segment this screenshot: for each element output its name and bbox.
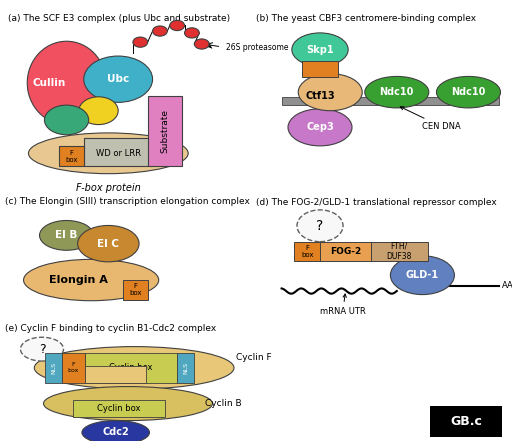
Circle shape <box>20 337 63 361</box>
Text: El B: El B <box>55 230 78 240</box>
Text: Skp1: Skp1 <box>306 45 334 55</box>
Text: Ctf13: Ctf13 <box>305 91 335 101</box>
Text: Ndc10: Ndc10 <box>379 87 414 97</box>
Bar <box>294 242 320 261</box>
Text: F
box: F box <box>65 149 78 163</box>
Text: GLD-1: GLD-1 <box>406 270 439 280</box>
Bar <box>62 352 85 383</box>
Ellipse shape <box>292 33 348 66</box>
Text: Cyclin box: Cyclin box <box>110 363 153 372</box>
Ellipse shape <box>170 20 184 30</box>
Ellipse shape <box>133 37 147 47</box>
FancyBboxPatch shape <box>73 400 165 417</box>
Text: Cullin: Cullin <box>33 78 66 88</box>
Bar <box>84 138 153 166</box>
Ellipse shape <box>436 76 501 108</box>
Text: Cdc2: Cdc2 <box>102 427 129 437</box>
Ellipse shape <box>82 421 150 441</box>
Text: ?: ? <box>39 343 45 355</box>
Text: (e) Cyclin F binding to cyclin B1-Cdc2 complex: (e) Cyclin F binding to cyclin B1-Cdc2 c… <box>5 324 217 333</box>
Ellipse shape <box>27 41 106 124</box>
Text: Ub: Ub <box>155 29 165 34</box>
Ellipse shape <box>153 26 167 36</box>
Text: WD or LRR: WD or LRR <box>96 149 141 158</box>
Bar <box>282 97 499 105</box>
Text: Cyclin B: Cyclin B <box>205 399 242 408</box>
Text: (d) The FOG-2/GLD-1 translational repressor complex: (d) The FOG-2/GLD-1 translational repres… <box>256 198 497 206</box>
Text: NLS: NLS <box>51 362 56 374</box>
Text: Ub: Ub <box>197 41 206 46</box>
Text: El C: El C <box>97 239 119 249</box>
Text: Ub: Ub <box>173 23 182 28</box>
Bar <box>177 352 194 383</box>
Text: Skp1: Skp1 <box>54 116 79 124</box>
Ellipse shape <box>365 76 429 108</box>
Text: F box: F box <box>310 64 330 74</box>
Text: 26S proteasome: 26S proteasome <box>226 43 289 52</box>
Text: CEN DNA: CEN DNA <box>400 107 461 131</box>
Text: Substrate: Substrate <box>160 109 169 153</box>
Text: Cep3: Cep3 <box>306 122 334 132</box>
Bar <box>147 96 182 166</box>
Ellipse shape <box>390 256 455 295</box>
Ellipse shape <box>34 347 234 389</box>
Text: (a) The SCF E3 complex (plus Ubc and substrate): (a) The SCF E3 complex (plus Ubc and sub… <box>8 15 230 23</box>
Text: Cyclin F: Cyclin F <box>236 353 271 362</box>
Text: mRNA UTR: mRNA UTR <box>320 294 366 316</box>
Bar <box>85 366 146 383</box>
Text: F
box: F box <box>301 245 313 258</box>
Ellipse shape <box>39 220 94 250</box>
Text: NLS: NLS <box>183 362 188 374</box>
Text: CRS: CRS <box>105 370 126 380</box>
Text: (c) The Elongin (SIII) transcription elongation complex: (c) The Elongin (SIII) transcription elo… <box>5 197 250 206</box>
Text: F
box: F box <box>129 284 142 296</box>
Ellipse shape <box>298 74 362 111</box>
Text: FOG-2: FOG-2 <box>330 247 361 256</box>
Text: Elongin A: Elongin A <box>50 275 108 285</box>
Ellipse shape <box>195 39 209 49</box>
Text: (b) The yeast CBF3 centromere-binding complex: (b) The yeast CBF3 centromere-binding co… <box>256 15 476 23</box>
Text: F
box: F box <box>68 363 79 373</box>
Text: Ubc: Ubc <box>107 74 130 84</box>
Text: Ub: Ub <box>136 40 145 45</box>
Ellipse shape <box>24 259 159 301</box>
Text: F-box protein: F-box protein <box>76 183 141 194</box>
Bar <box>302 61 338 77</box>
Ellipse shape <box>44 387 212 421</box>
Bar <box>371 242 428 261</box>
Text: Ub: Ub <box>187 30 197 35</box>
Ellipse shape <box>84 56 153 102</box>
Text: FTH/
DUF38: FTH/ DUF38 <box>387 242 412 261</box>
Text: GB.c: GB.c <box>450 415 482 428</box>
Text: AAAAAAA: AAAAAAA <box>502 281 512 290</box>
Ellipse shape <box>45 105 89 135</box>
Ellipse shape <box>184 28 199 38</box>
Text: Cyclin box: Cyclin box <box>97 404 140 413</box>
Bar <box>45 352 62 383</box>
Ellipse shape <box>29 133 188 174</box>
Text: Ndc10: Ndc10 <box>451 87 486 97</box>
Ellipse shape <box>79 97 118 124</box>
Bar <box>320 242 371 261</box>
Ellipse shape <box>78 225 139 262</box>
Bar <box>59 146 84 166</box>
Circle shape <box>297 210 343 242</box>
Text: ?: ? <box>316 219 324 233</box>
Ellipse shape <box>288 109 352 146</box>
Text: Rbx1: Rbx1 <box>87 106 111 115</box>
FancyBboxPatch shape <box>85 352 177 383</box>
Bar <box>123 280 147 300</box>
